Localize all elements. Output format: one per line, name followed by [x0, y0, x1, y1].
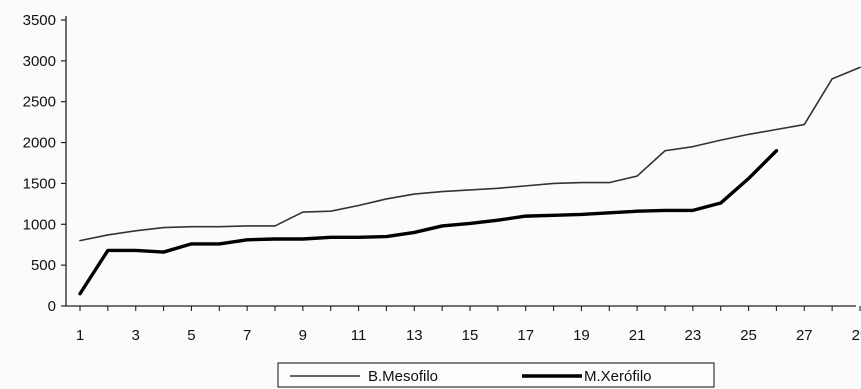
x-axis: 1357911131517192123252729: [66, 305, 861, 344]
x-tick-label: 7: [243, 327, 251, 344]
x-tick-label: 11: [351, 327, 367, 344]
y-tick-label: 1500: [23, 175, 56, 192]
y-tick-label: 3000: [23, 53, 56, 70]
x-tick-label: 21: [629, 327, 646, 344]
y-tick-label: 500: [31, 257, 56, 274]
series-line: [79, 66, 861, 242]
y-tick-label: 0: [48, 298, 56, 315]
x-tick-label: 25: [740, 327, 757, 344]
x-tick-label: 27: [796, 327, 813, 344]
x-tick-label: 13: [406, 327, 423, 344]
legend-label: B.Mesofilo: [368, 368, 438, 385]
series-m-xerofilo: [78, 149, 779, 296]
x-tick-label: 5: [187, 327, 195, 344]
legend: B.Mesofilo M.Xerófilo: [277, 362, 715, 388]
x-tick-label: 19: [573, 327, 590, 344]
x-tick-label: 15: [462, 327, 479, 344]
legend-box: [277, 362, 715, 388]
x-tick-label: 17: [517, 327, 534, 344]
y-tick-label: 1000: [23, 216, 56, 233]
series-line: [78, 149, 779, 296]
y-tick-label: 2000: [23, 135, 56, 152]
series-b-mesofilo: [79, 66, 861, 242]
y-axis: 0 500 1000 1500 2000 2500 3000 3500: [23, 12, 67, 315]
y-tick-label: 3500: [23, 12, 56, 29]
x-tick-label: 29: [852, 327, 861, 344]
x-tick-label: 23: [685, 327, 702, 344]
x-tick-label: 3: [132, 327, 140, 344]
x-tick-label: 9: [299, 327, 307, 344]
legend-label: M.Xerófilo: [584, 368, 652, 385]
y-tick-label: 2500: [23, 94, 56, 111]
series-lines: [78, 66, 861, 296]
x-tick-label: 1: [76, 327, 84, 344]
